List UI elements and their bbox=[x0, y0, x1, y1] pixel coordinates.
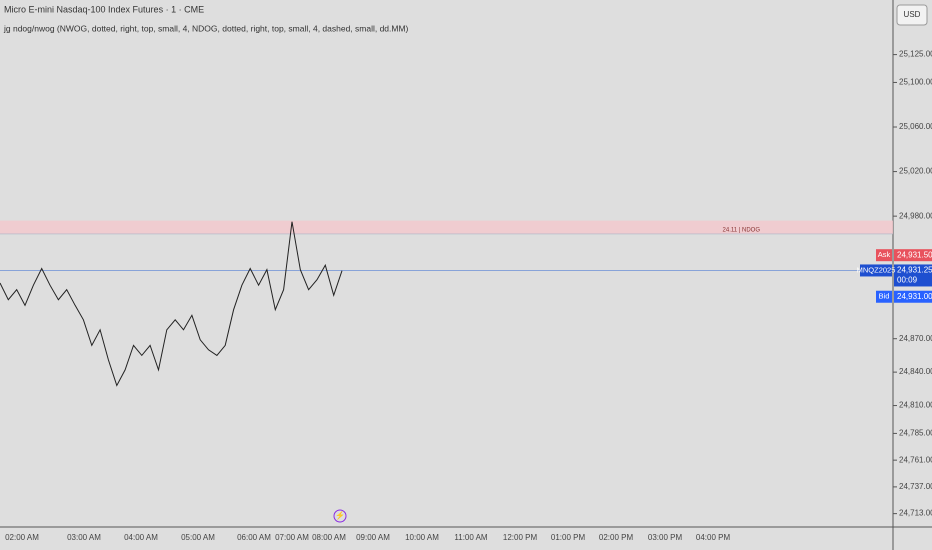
currency: USD bbox=[904, 10, 921, 19]
event-icon-glyph: ⚡ bbox=[335, 510, 345, 520]
bid-price: 24,931.00 bbox=[897, 292, 932, 301]
x-tick-label: 10:00 AM bbox=[405, 533, 439, 542]
x-tick-label: 03:00 AM bbox=[67, 533, 101, 542]
last-countdown: 00:09 bbox=[897, 276, 918, 285]
y-tick-label: 25,060.00 bbox=[899, 122, 932, 131]
x-tick-label: 03:00 PM bbox=[648, 533, 683, 542]
ask-name: Ask bbox=[878, 250, 891, 259]
x-tick-label: 08:00 AM bbox=[312, 533, 346, 542]
currency-button[interactable] bbox=[896, 4, 928, 26]
ask-name-badge bbox=[876, 249, 892, 262]
event-icon[interactable] bbox=[333, 509, 347, 523]
y-tick-label: 24,761.00 bbox=[899, 455, 932, 464]
price-line-series bbox=[0, 221, 343, 387]
y-tick-label: 24,980.00 bbox=[899, 211, 932, 220]
x-tick-label: 06:00 AM bbox=[237, 533, 271, 542]
x-tick-label: 01:00 PM bbox=[551, 533, 586, 542]
x-tick-label: 04:00 AM bbox=[124, 533, 158, 542]
x-tick-label: 11:00 AM bbox=[454, 533, 488, 542]
y-tick-label: 24,713.00 bbox=[899, 509, 932, 518]
bid-name-badge bbox=[876, 290, 892, 303]
x-tick-label: 12:00 PM bbox=[503, 533, 538, 542]
last-name: MNQZ2025 bbox=[857, 265, 896, 274]
x-tick-label: 02:00 PM bbox=[599, 533, 634, 542]
chart-title: Micro E-mini Nasdaq-100 Index Futures · … bbox=[4, 4, 204, 14]
ask-price: 24,931.50 bbox=[897, 250, 932, 259]
y-tick-label: 25,125.00 bbox=[899, 50, 932, 59]
ndog-zone bbox=[0, 220, 893, 234]
x-tick-label: 02:00 AM bbox=[5, 533, 39, 542]
x-tick-label: 04:00 PM bbox=[696, 533, 731, 542]
y-tick-label: 24,737.00 bbox=[899, 482, 932, 491]
y-tick-label: 25,100.00 bbox=[899, 78, 932, 87]
ask-badge bbox=[894, 249, 932, 262]
x-tick-label: 07:00 AM bbox=[275, 533, 309, 542]
y-tick-label: 25,020.00 bbox=[899, 167, 932, 176]
y-tick-label: 24,840.00 bbox=[899, 367, 932, 376]
y-tick-label: 24,810.00 bbox=[899, 401, 932, 410]
last-price: 24,931.25 bbox=[897, 266, 932, 275]
x-tick-label: 05:00 AM bbox=[181, 533, 215, 542]
bid-name: Bid bbox=[879, 292, 890, 301]
last-name-badge bbox=[860, 264, 892, 277]
bid-badge bbox=[894, 290, 932, 303]
y-tick-label: 24,785.00 bbox=[899, 429, 932, 438]
y-tick-label: 24,870.00 bbox=[899, 334, 932, 343]
last-badge bbox=[894, 264, 932, 287]
indicator-label: jg ndog/nwog (NWOG, dotted, right, top, … bbox=[3, 23, 409, 33]
x-tick-label: 09:00 AM bbox=[356, 533, 390, 542]
ndog-label: 24.11 | NDOG bbox=[723, 228, 761, 234]
